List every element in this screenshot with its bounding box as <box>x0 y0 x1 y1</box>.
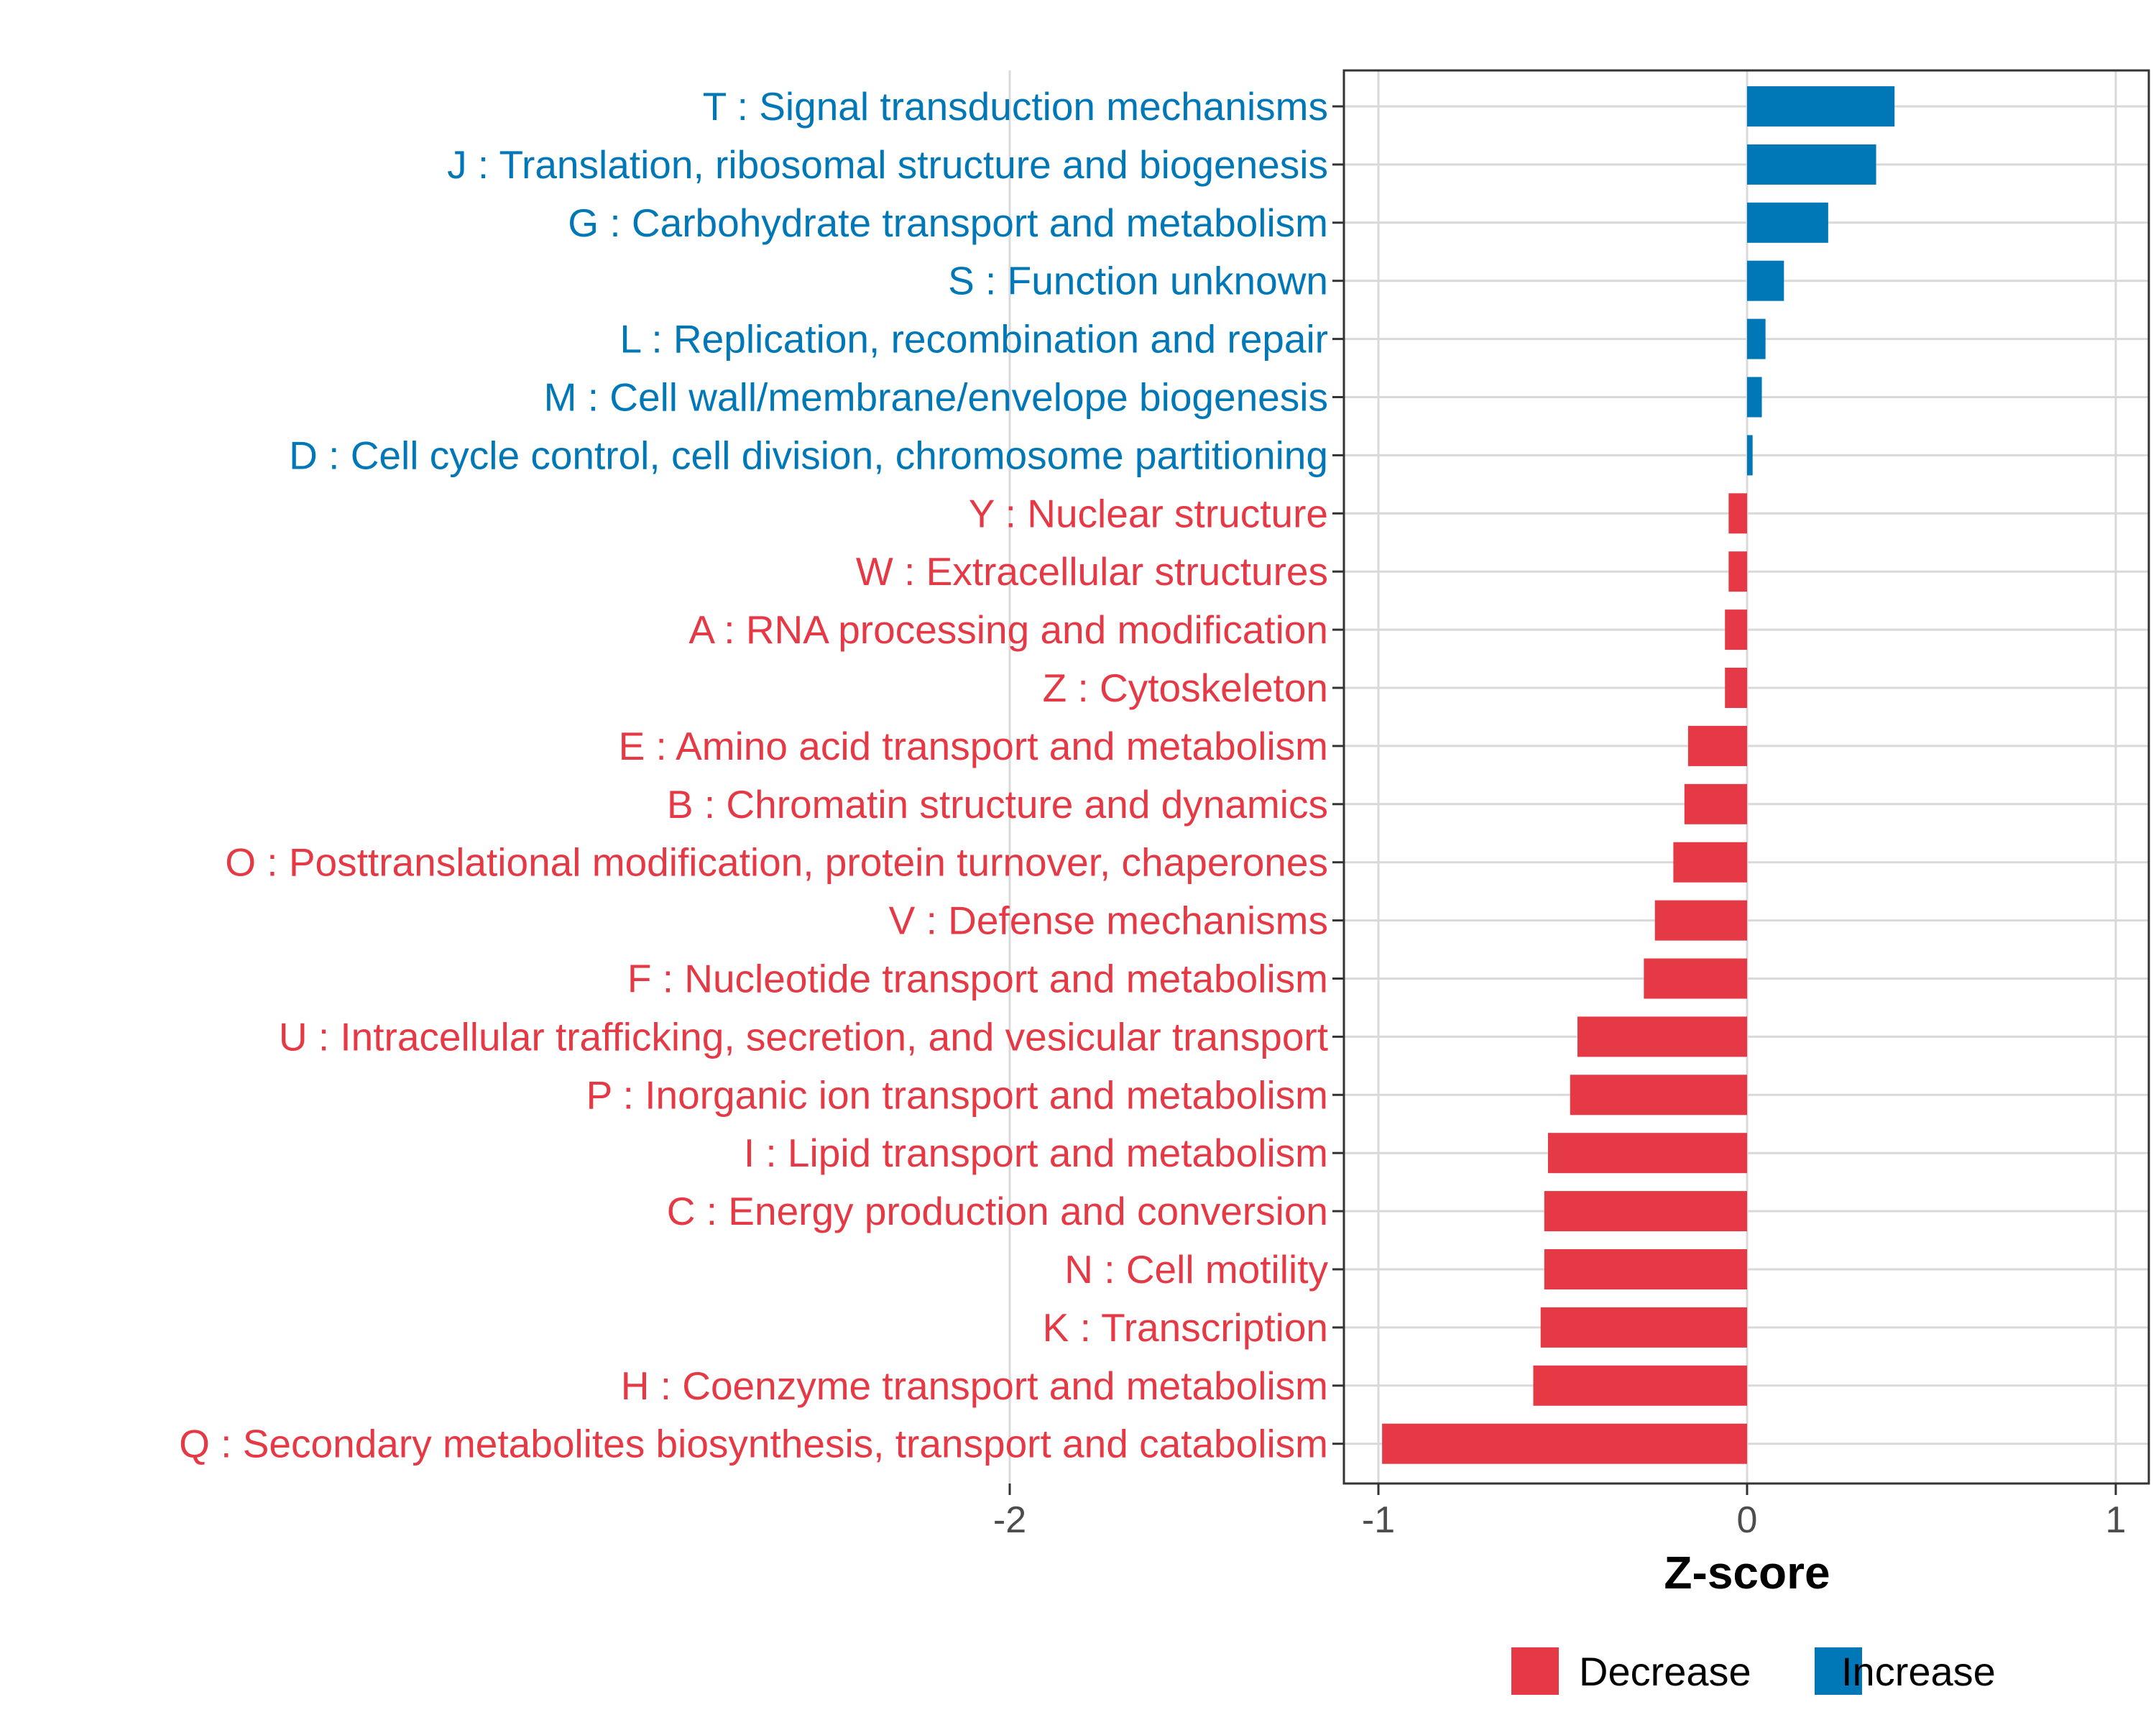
bar <box>1684 783 1747 824</box>
bar <box>1747 260 1784 301</box>
bar <box>1687 725 1747 766</box>
bar <box>1747 377 1762 418</box>
category-label: G : Carbohydrate transport and metabolis… <box>568 201 1328 245</box>
bar <box>1382 1423 1747 1464</box>
bar <box>1577 1016 1747 1057</box>
legend-label: Increase <box>1841 1649 1996 1694</box>
x-tick-label: 0 <box>1737 1499 1758 1541</box>
bar <box>1747 435 1753 476</box>
category-label: A : RNA processing and modification <box>688 607 1328 652</box>
category-label: F : Nucleotide transport and metabolism <box>627 957 1328 1001</box>
legend: Decrease Increase <box>1511 1647 1996 1695</box>
bar <box>1747 202 1828 243</box>
bar <box>1547 1133 1747 1174</box>
bar <box>1533 1365 1747 1406</box>
category-label: I : Lipid transport and metabolism <box>744 1131 1328 1175</box>
bar <box>1747 144 1876 185</box>
bar <box>1544 1191 1747 1232</box>
bar <box>1747 86 1895 126</box>
category-label: U : Intracellular trafficking, secretion… <box>279 1014 1328 1059</box>
category-label: D : Cell cycle control, cell division, c… <box>289 433 1328 477</box>
bar <box>1654 900 1747 941</box>
category-label: O : Posttranslational modification, prot… <box>225 840 1328 885</box>
category-labels: T : Signal transduction mechanisms J : Tr… <box>179 84 1344 1466</box>
bar <box>1725 610 1747 650</box>
bar <box>1728 551 1747 592</box>
category-label: P : Inorganic ion transport and metaboli… <box>586 1072 1328 1117</box>
bar <box>1728 493 1747 534</box>
category-label: Q : Secondary metabolites biosynthesis, … <box>179 1422 1328 1466</box>
bar <box>1570 1075 1747 1116</box>
category-label: N : Cell motility <box>1064 1247 1328 1292</box>
x-axis-ticks: -2-1012 <box>993 1484 2127 1541</box>
legend-swatch <box>1815 1647 1862 1695</box>
category-label: V : Defense mechanisms <box>889 898 1328 943</box>
category-label: Y : Nuclear structure <box>969 491 1328 535</box>
category-label: S : Function unknown <box>948 259 1328 303</box>
bar <box>1725 668 1747 708</box>
category-label: B : Chromatin structure and dynamics <box>667 782 1328 827</box>
bar <box>1544 1249 1747 1289</box>
category-label: L : Replication, recombination and repai… <box>620 317 1328 362</box>
x-tick-label: 1 <box>2106 1499 2127 1541</box>
category-label: K : Transcription <box>1043 1305 1328 1350</box>
x-tick-label: -2 <box>993 1499 1026 1541</box>
category-label: E : Amino acid transport and metabolism <box>619 724 1328 768</box>
bar <box>1673 842 1747 883</box>
category-label: J : Translation, ribosomal structure and… <box>447 142 1328 187</box>
bar-layer <box>1382 86 1895 1464</box>
bar <box>1540 1307 1747 1348</box>
x-axis-title: Z-score <box>1664 1547 1830 1598</box>
legend-label: Decrease <box>1579 1649 1751 1694</box>
x-tick-label: -1 <box>1362 1499 1395 1541</box>
legend-swatch <box>1511 1647 1559 1695</box>
category-label: H : Coenzyme transport and metabolism <box>621 1363 1328 1408</box>
category-label: M : Cell wall/membrane/envelope biogenes… <box>544 375 1328 420</box>
category-label: Z : Cytoskeleton <box>1043 666 1328 710</box>
category-label: C : Energy production and conversion <box>667 1189 1328 1233</box>
category-label: W : Extracellular structures <box>856 549 1328 594</box>
category-label: T : Signal transduction mechanisms <box>703 84 1328 129</box>
bar <box>1747 318 1766 359</box>
bar <box>1644 958 1747 999</box>
